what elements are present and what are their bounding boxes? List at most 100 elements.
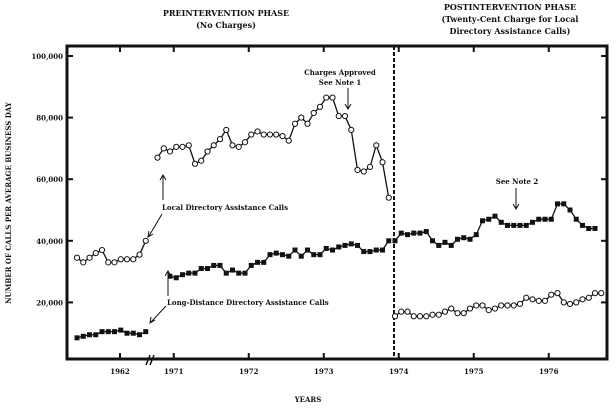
data-point	[248, 131, 255, 138]
data-point	[410, 313, 417, 320]
data-point	[548, 291, 555, 298]
data-point	[98, 246, 106, 254]
data-point	[191, 160, 199, 167]
data-point	[74, 335, 80, 341]
data-point	[392, 238, 398, 244]
x-tick-label: 1973	[314, 367, 334, 376]
data-point	[517, 222, 523, 228]
data-point	[373, 247, 379, 253]
pre-header-line-2: (No Charges)	[196, 20, 256, 30]
note1-line-1: Charges Approved	[304, 68, 376, 77]
data-point	[516, 300, 524, 308]
x-ticks: 1962 1971 1972 1973 1974 1975 1976	[110, 46, 559, 376]
data-point	[223, 270, 229, 276]
pre-header: PREINTERVENTION PHASE (No Charges)	[163, 8, 289, 30]
data-point	[498, 219, 504, 225]
data-point	[267, 252, 273, 258]
data-point	[80, 259, 87, 266]
data-point	[566, 300, 574, 308]
data-point	[223, 126, 230, 134]
note1-arrow-icon	[344, 88, 352, 110]
data-point	[436, 242, 442, 248]
data-point	[429, 311, 436, 318]
data-point	[93, 332, 99, 338]
data-point	[273, 250, 279, 256]
data-point	[210, 142, 217, 149]
data-point	[366, 163, 374, 170]
plot-frame	[65, 44, 609, 361]
data-point	[555, 201, 560, 207]
data-point	[230, 267, 235, 273]
data-point	[386, 238, 392, 244]
data-point	[130, 256, 137, 263]
data-point	[592, 225, 598, 231]
data-point	[255, 259, 260, 265]
data-point	[323, 94, 330, 101]
data-point	[330, 247, 335, 253]
series-line	[394, 203, 595, 247]
data-point	[360, 168, 367, 175]
data-point	[380, 247, 385, 253]
data-point	[229, 142, 236, 149]
data-point	[441, 308, 449, 315]
data-point	[112, 329, 117, 335]
data-point	[367, 249, 373, 255]
data-point	[498, 302, 505, 309]
data-point	[529, 296, 536, 303]
x-tick-label: 1962	[110, 367, 130, 376]
data-point	[448, 242, 454, 248]
data-point	[485, 307, 492, 314]
x-tick-label: 1975	[464, 367, 484, 376]
data-point	[530, 219, 535, 225]
annotation-note2: See Note 2	[496, 177, 538, 210]
data-point	[454, 310, 461, 317]
data-point	[167, 273, 173, 279]
data-point	[504, 302, 511, 309]
data-point	[491, 305, 499, 312]
data-point	[398, 230, 404, 236]
data-point	[186, 270, 192, 276]
data-point	[87, 332, 92, 338]
data-point	[554, 290, 561, 297]
data-point	[216, 136, 224, 143]
x-tick-label: 1974	[389, 367, 409, 376]
data-point	[142, 237, 149, 244]
data-point	[417, 230, 423, 236]
data-point	[573, 216, 579, 222]
local-series-label: Local Directory Assistance Calls	[162, 203, 288, 212]
x-tick-label: 1972	[239, 367, 259, 376]
data-point	[143, 329, 149, 335]
data-point	[361, 249, 367, 255]
data-point	[198, 266, 204, 272]
data-point	[154, 154, 161, 161]
y-tick-label: 40,000	[36, 237, 63, 246]
data-point	[598, 290, 605, 297]
data-point	[310, 109, 317, 117]
data-point	[355, 242, 360, 248]
axis-break-icon	[145, 354, 155, 366]
post-header-line-1: POSTINTERVENTION PHASE	[444, 2, 576, 12]
data-point	[541, 297, 549, 304]
pre-header-line-1: PREINTERVENTION PHASE	[163, 8, 289, 18]
data-point	[329, 94, 336, 101]
data-point	[204, 148, 211, 155]
data-point	[80, 333, 86, 339]
data-point	[523, 222, 529, 228]
y-ticks: 20,000 40,000 60,000 80,000 100,000	[31, 52, 607, 307]
data-point	[286, 253, 292, 259]
x-axis-label: YEARS	[294, 395, 322, 404]
data-point	[123, 256, 131, 263]
data-point	[173, 275, 179, 281]
x-tick-label: 1971	[164, 367, 184, 376]
data-point	[217, 262, 223, 268]
data-point	[160, 145, 167, 152]
data-point	[404, 308, 411, 315]
data-point	[311, 252, 317, 258]
data-point	[273, 131, 280, 138]
data-point	[442, 239, 448, 245]
data-point	[580, 222, 585, 228]
data-point	[248, 262, 254, 268]
data-point	[118, 327, 124, 333]
data-point	[336, 244, 342, 250]
data-point	[585, 294, 592, 301]
